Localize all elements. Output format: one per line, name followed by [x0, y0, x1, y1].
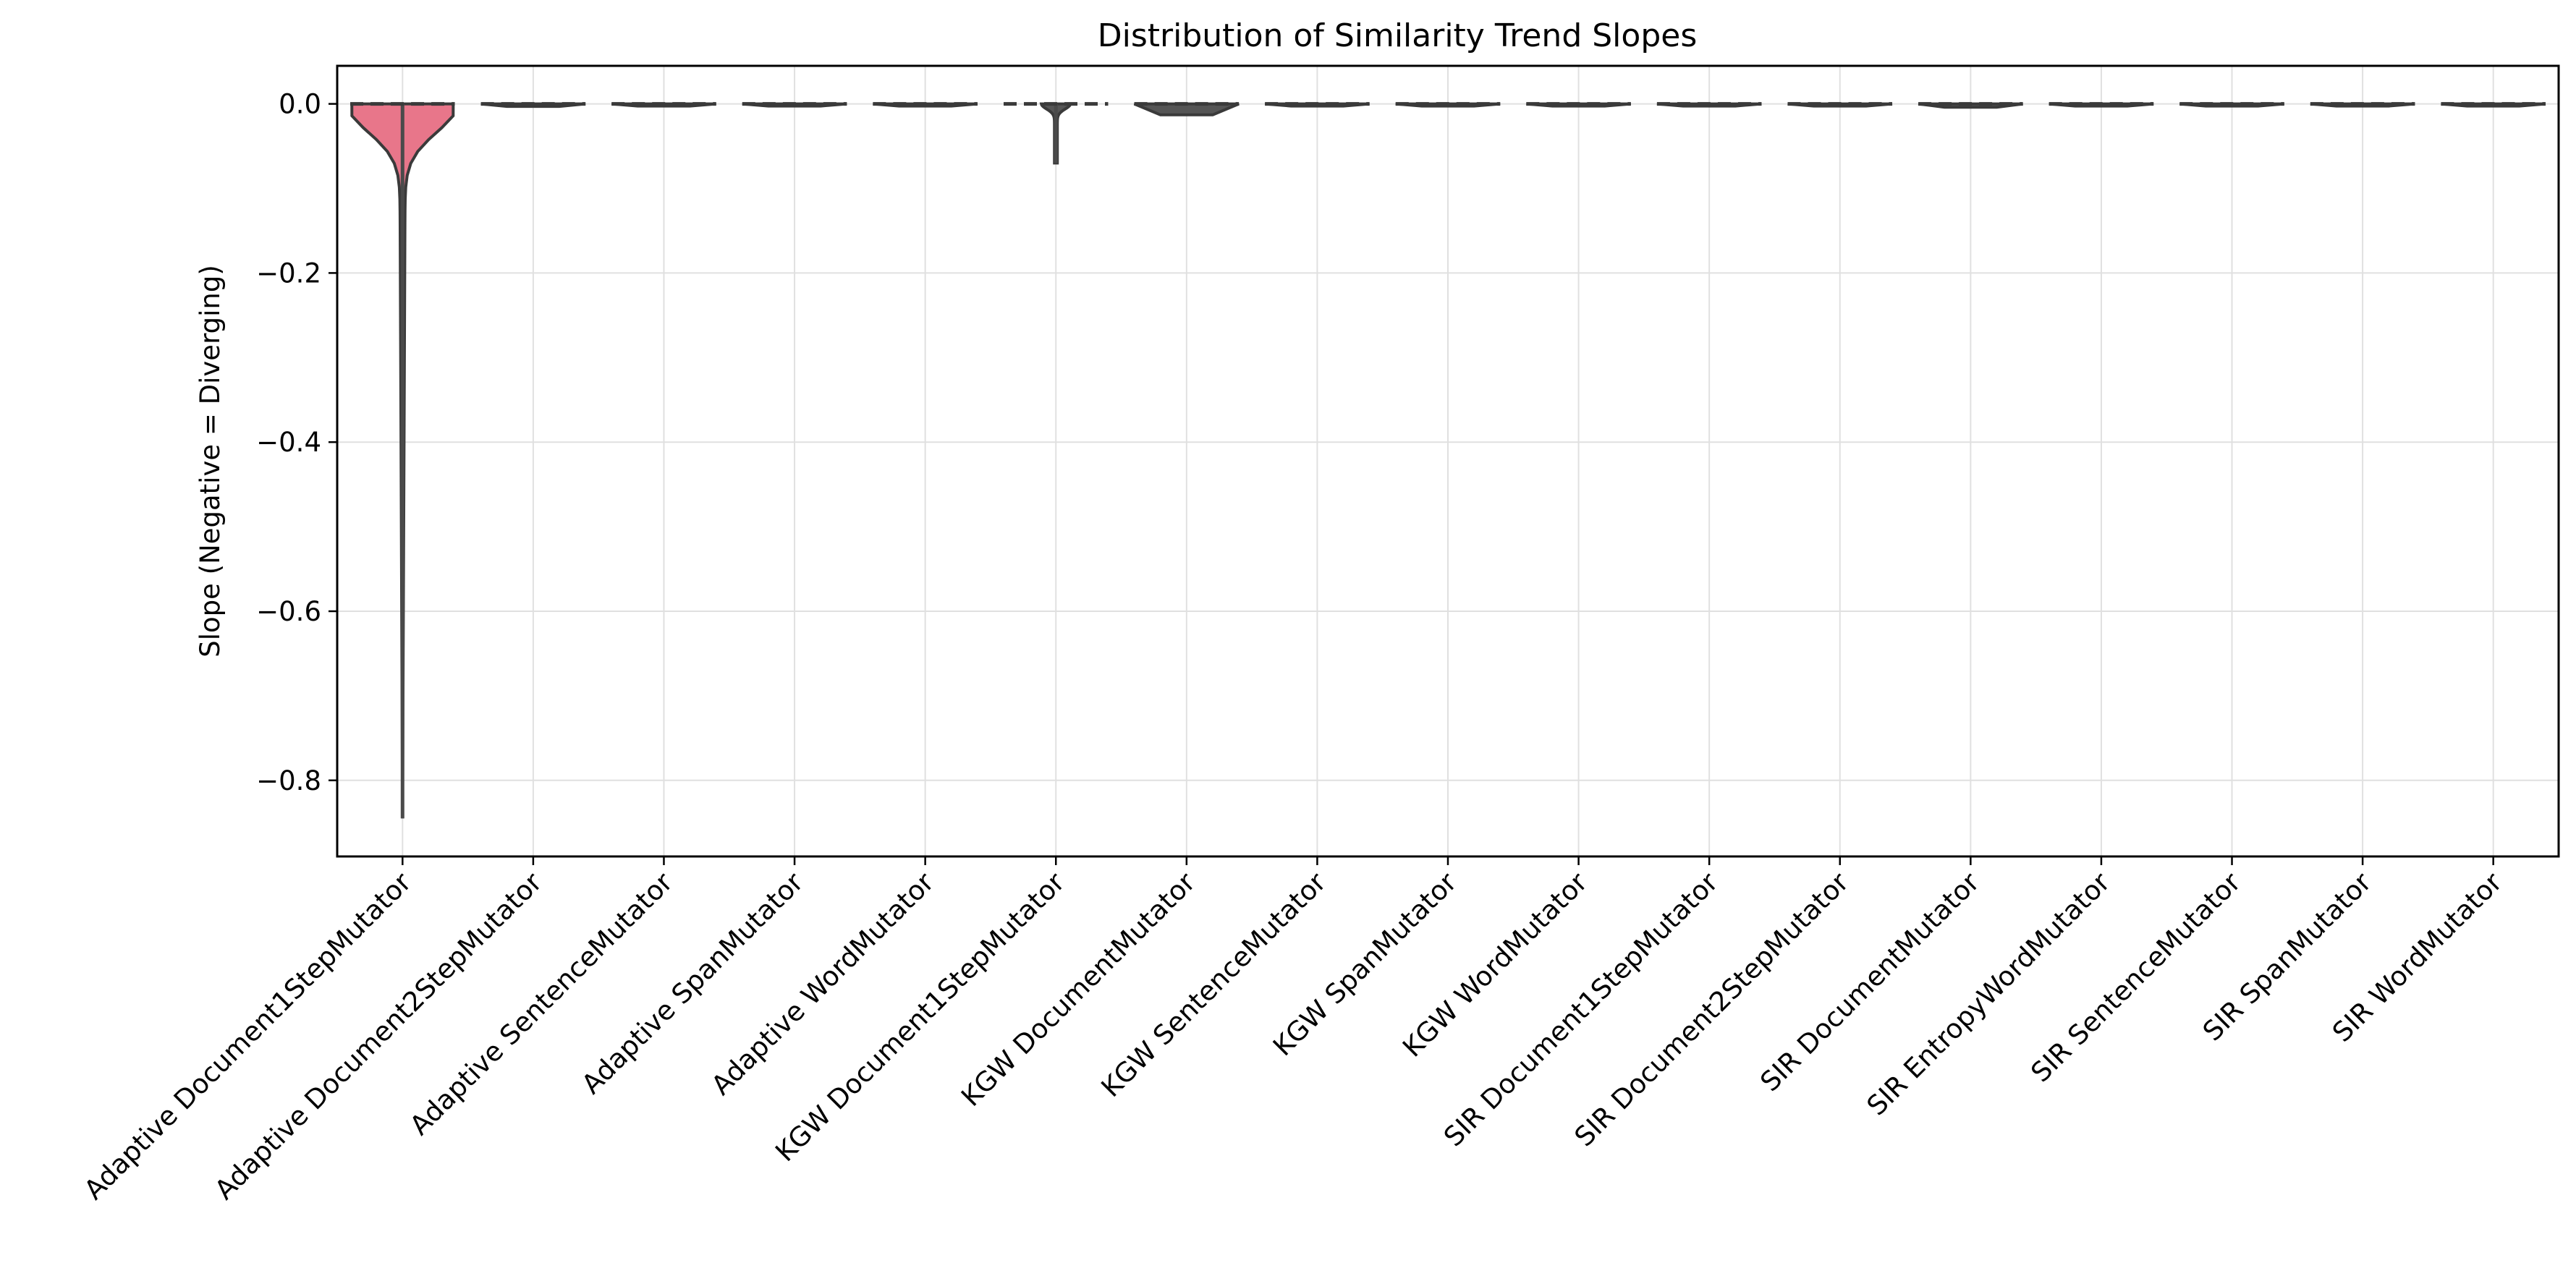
y-tick-label: −0.2 — [256, 258, 321, 289]
violin-5 — [1004, 102, 1109, 165]
plot-frame — [336, 64, 2560, 858]
x-tick-label: KGW SentenceMutator — [1096, 866, 1333, 1103]
x-tick-label: SIR Document2StepMutator — [1569, 866, 1855, 1152]
y-axis: 0.0 −0.2 −0.4 −0.6 −0.8 — [256, 89, 337, 796]
violin-6 — [1133, 102, 1240, 116]
y-tick-label: 0.0 — [279, 89, 321, 120]
grid-lines — [337, 66, 2559, 856]
chart-title: Distribution of Similarity Trend Slopes — [1098, 17, 1698, 54]
x-tick-label: KGW Document1StepMutator — [769, 866, 1071, 1167]
y-tick-label: −0.4 — [256, 427, 321, 458]
violin-0 — [350, 102, 455, 819]
violin-12 — [1918, 102, 2023, 109]
violin-2 — [611, 102, 716, 108]
x-tick-label: KGW DocumentMutator — [955, 866, 1202, 1113]
y-axis-label: Slope (Negative = Diverging) — [195, 265, 226, 658]
violins — [350, 102, 2546, 819]
violin-15 — [2310, 102, 2415, 108]
x-tick-label: SIR DocumentMutator — [1754, 866, 1986, 1097]
x-tick-label: Adaptive SpanMutator — [576, 866, 810, 1100]
violin-13 — [2048, 102, 2154, 108]
violin-9 — [1526, 102, 1631, 108]
violin-7 — [1265, 102, 1370, 108]
x-tick-label: SIR EntropyWordMutator — [1861, 866, 2117, 1121]
violin-1 — [480, 102, 586, 109]
x-tick-label: Adaptive WordMutator — [706, 866, 941, 1101]
violin-10 — [1656, 102, 1762, 108]
x-tick-label: SIR SentenceMutator — [2025, 866, 2247, 1088]
violin-16 — [2441, 102, 2546, 108]
violin-4 — [873, 102, 978, 108]
violin-11 — [1787, 102, 1893, 108]
violin-3 — [742, 102, 847, 108]
x-tick-label: Adaptive SentenceMutator — [404, 866, 679, 1141]
y-tick-label: −0.6 — [256, 596, 321, 627]
x-tick-label: SIR Document1StepMutator — [1438, 866, 1724, 1152]
violin-14 — [2179, 102, 2284, 108]
violin-8 — [1395, 102, 1501, 108]
y-tick-label: −0.8 — [256, 765, 321, 796]
